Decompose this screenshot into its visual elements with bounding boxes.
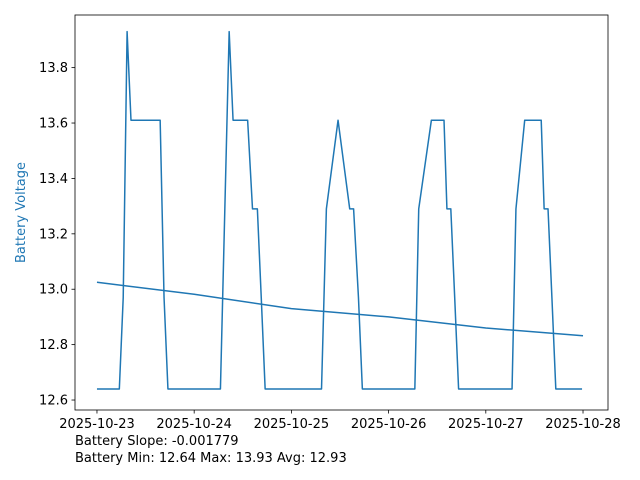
- x-tick-label: 2025-10-24: [156, 417, 232, 432]
- y-tick-label: 13.4: [39, 172, 68, 187]
- y-tick-label: 13.8: [39, 61, 68, 76]
- y-axis-label: Battery Voltage: [14, 162, 29, 263]
- x-tick-label: 2025-10-26: [351, 417, 427, 432]
- line: [96, 281, 584, 337]
- x-tick-label: 2025-10-27: [448, 417, 524, 432]
- x-tick-label: 2025-10-28: [545, 417, 621, 432]
- y-tick-label: 12.8: [39, 338, 68, 353]
- plot-frame: [74, 14, 609, 411]
- y-tick-label: 13.6: [39, 117, 68, 132]
- y-tick-label: 13.2: [39, 227, 68, 242]
- x-tick-label: 2025-10-25: [254, 417, 330, 432]
- annotation: Battery Slope: -0.001779: [75, 434, 239, 449]
- x-tick-label: 2025-10-23: [59, 417, 135, 432]
- annotation: Battery Min: 12.64 Max: 13.93 Avg: 12.93: [75, 451, 347, 466]
- line: [96, 30, 583, 390]
- y-tick-label: 13.0: [39, 283, 68, 298]
- y-tick-label: 12.6: [39, 394, 68, 409]
